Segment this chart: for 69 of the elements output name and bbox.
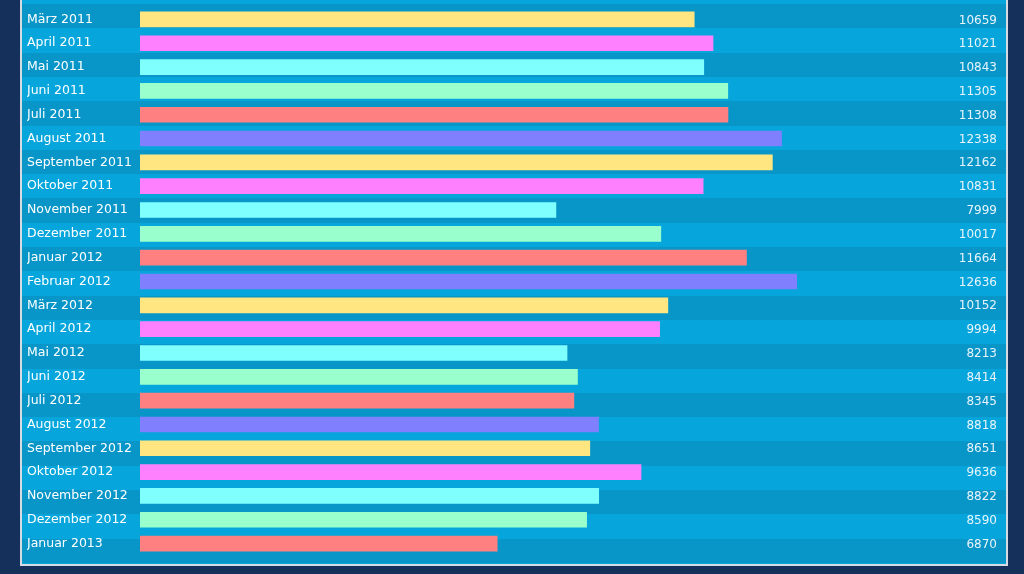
y-tick-label: April 2011: [27, 34, 92, 50]
bar: [140, 511, 587, 528]
data-label: 10659: [958, 12, 997, 27]
data-label: 12338: [958, 131, 997, 146]
data-label: 12162: [958, 155, 997, 170]
y-tick-label: Januar 2012: [26, 248, 103, 264]
bar: [140, 297, 669, 314]
data-label: 8651: [966, 441, 997, 456]
y-tick-label: Oktober 2011: [27, 177, 114, 193]
y-tick-label: Oktober 2012: [27, 463, 114, 479]
data-label: 10843: [958, 60, 997, 75]
data-label: 9636: [966, 465, 997, 480]
y-tick-label: Mai 2012: [27, 344, 85, 360]
y-tick-label: November 2012: [27, 487, 128, 503]
y-tick-label: März 2012: [27, 296, 93, 312]
y-tick-label: November 2011: [27, 201, 128, 217]
bar: [140, 11, 695, 28]
y-tick-label: September 2011: [27, 153, 132, 169]
y-tick-label: Mai 2011: [27, 58, 85, 74]
data-label: 11664: [958, 250, 997, 265]
data-label: 8414: [966, 369, 997, 384]
y-tick-label: Januar 2013: [26, 534, 103, 550]
bar: [140, 535, 498, 552]
bar: [140, 345, 568, 361]
y-tick-label: Februar 2012: [27, 272, 111, 288]
data-label: 10831: [958, 179, 997, 194]
bar: [140, 178, 704, 195]
data-label: 8818: [966, 417, 997, 432]
bar: [140, 35, 714, 52]
bar: [140, 130, 782, 147]
y-tick-label: August 2012: [27, 415, 107, 431]
data-label: 10017: [958, 226, 997, 241]
y-tick-label: Juni 2012: [26, 368, 86, 384]
bar: [140, 249, 747, 266]
y-tick-label: September 2012: [27, 439, 132, 455]
data-label: 8590: [966, 512, 997, 527]
data-label: 6870: [966, 536, 997, 551]
bar: [140, 106, 729, 123]
bar: [140, 488, 600, 504]
bar: [140, 273, 797, 290]
bar: [140, 392, 575, 409]
y-tick-label: August 2011: [27, 129, 107, 145]
data-label: 11021: [958, 36, 997, 51]
data-label: 9994: [966, 322, 997, 337]
bar: [140, 321, 660, 337]
data-label: 10152: [958, 298, 997, 313]
bar: [140, 416, 599, 433]
bar: [140, 154, 773, 171]
bar: [140, 59, 705, 75]
data-label: 11308: [958, 107, 997, 122]
y-tick-label: Dezember 2012: [27, 511, 128, 527]
y-tick-label: Juni 2011: [26, 82, 86, 98]
y-tick-label: Juli 2011: [26, 105, 82, 121]
data-label: 8345: [966, 393, 997, 408]
data-label: 11305: [958, 84, 997, 99]
bar: [140, 226, 662, 242]
bar: [140, 464, 642, 480]
data-label: 8213: [966, 346, 997, 361]
y-tick-label: Juli 2012: [26, 391, 82, 407]
y-tick-label: März 2011: [27, 10, 93, 26]
data-label: 7999: [966, 203, 997, 218]
data-label: 8822: [966, 489, 997, 504]
y-tick-label: Dezember 2011: [27, 225, 128, 241]
y-tick-label: April 2012: [27, 320, 92, 336]
bar: [140, 368, 578, 385]
bar: [140, 83, 729, 99]
data-label: 12636: [958, 274, 997, 289]
bar: [140, 202, 557, 218]
bar: [140, 440, 591, 457]
